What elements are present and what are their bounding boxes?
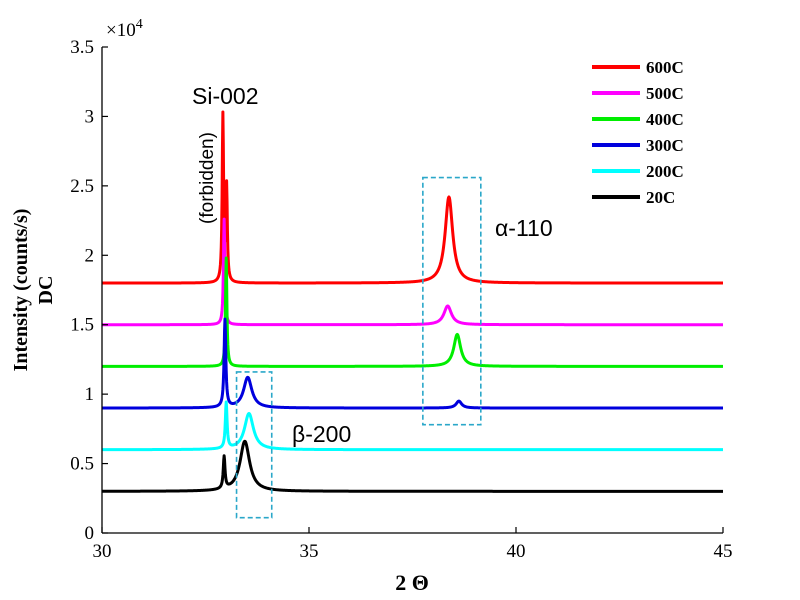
series-line-600C	[100, 110, 725, 285]
series-line-400C	[100, 256, 725, 368]
x-tick-label: 35	[300, 541, 319, 562]
y-tick-label: 3.5	[70, 37, 94, 58]
annotation-box-2	[235, 371, 273, 519]
annotation-forbidden: (forbidden)	[197, 132, 218, 224]
y-tick-label: 2.5	[70, 176, 94, 197]
legend-label: 200C	[646, 162, 684, 181]
y-exponent-label: ×104	[106, 17, 143, 41]
y-tick-label: 1	[85, 384, 95, 405]
y-tick-label: 2	[85, 245, 95, 266]
legend-label: 20C	[646, 188, 675, 207]
legend-label: 300C	[646, 136, 684, 155]
series-group	[100, 110, 725, 493]
series-line-300C	[100, 317, 725, 410]
legend-label: 500C	[646, 84, 684, 103]
x-tick-label: 45	[714, 541, 733, 562]
y-axis-label-line2: DC	[35, 276, 57, 305]
ticks: 30 35 40 45 0 0.5 1 1.5 2 2.5 3 3.5	[70, 37, 732, 562]
y-axis-label-line1: Intensity (counts/s)	[10, 209, 32, 372]
annotation-box-1	[422, 176, 482, 426]
axes-frame	[101, 47, 723, 534]
annotation-boxes	[235, 176, 482, 519]
annotation-si-002: Si-002	[192, 83, 258, 109]
y-tick-label: 1.5	[70, 315, 94, 336]
annotation-beta-200: β-200	[292, 421, 351, 447]
x-axis-label: 2 Θ	[395, 570, 429, 595]
legend-label: 400C	[646, 110, 684, 129]
legend: 600C 500C 400C 300C 200C 20C	[578, 50, 718, 208]
x-tick-label: 40	[507, 541, 526, 562]
legend-box	[578, 50, 718, 208]
annotation-alpha-110: α-110	[495, 215, 553, 241]
legend-label: 600C	[646, 58, 684, 77]
series-line-200C	[100, 400, 725, 452]
y-tick-label: 3	[85, 106, 95, 127]
x-tick-label: 30	[93, 541, 112, 562]
series-line-500C	[100, 217, 725, 327]
y-tick-label: 0.5	[70, 454, 94, 475]
series-line-20C	[100, 439, 725, 493]
y-tick-label: 0	[85, 523, 95, 544]
